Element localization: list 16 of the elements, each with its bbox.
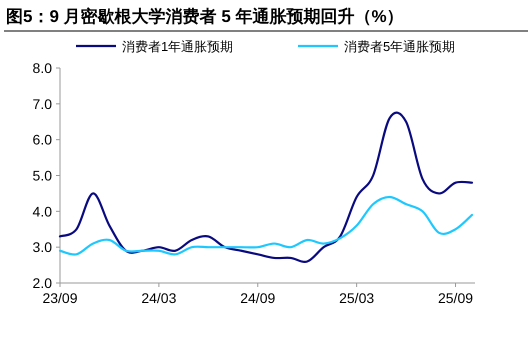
x-tick-label: 23/09 <box>42 290 78 306</box>
y-tick-label: 6.0 <box>32 132 52 148</box>
y-tick-label: 8.0 <box>32 60 52 76</box>
y-tick-label: 2.0 <box>32 275 52 291</box>
y-tick-label: 7.0 <box>32 96 52 112</box>
x-tick-label: 24/09 <box>240 290 276 306</box>
line-series <box>58 196 474 256</box>
y-tick-label: 5.0 <box>32 168 52 184</box>
y-tick-label: 3.0 <box>32 239 52 256</box>
x-tick-label: 24/03 <box>141 290 177 306</box>
y-tick-label: 4.0 <box>32 203 52 220</box>
chart-title: 图5：9 月密歇根大学消费者 5 年通胀预期回升（%） <box>6 7 404 26</box>
legend-label: 消费者5年通胀预期 <box>344 39 456 54</box>
x-tick-label: 25/09 <box>438 290 474 306</box>
x-tick-label: 25/03 <box>339 290 374 306</box>
legend-label: 消费者1年通胀预期 <box>122 39 234 54</box>
